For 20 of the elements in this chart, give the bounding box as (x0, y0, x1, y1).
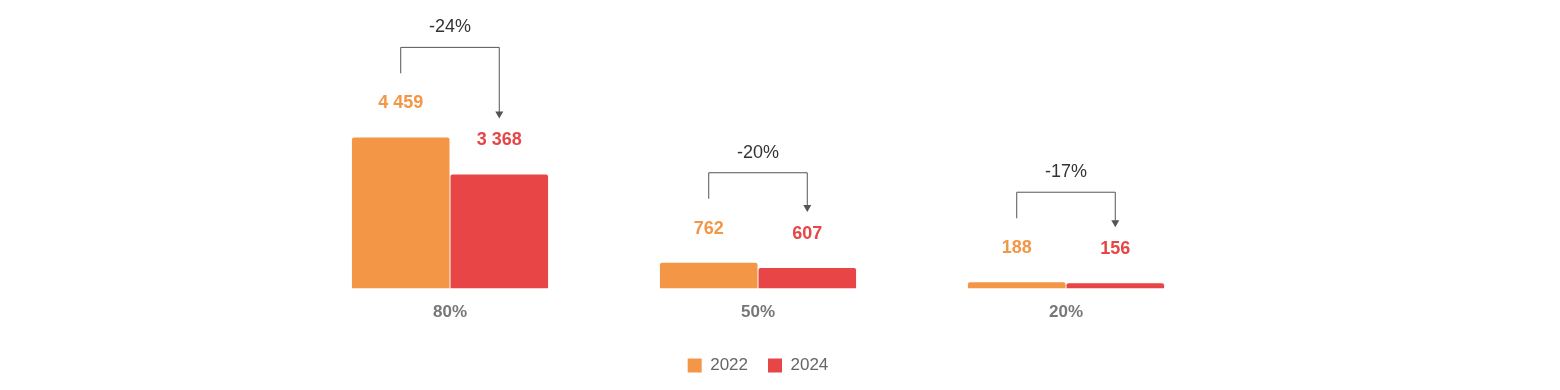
data-label: 607 (792, 222, 823, 243)
bar (967, 282, 1066, 289)
bar (450, 174, 549, 289)
data-label: 762 (693, 217, 724, 238)
x-tick-label: 20% (1048, 302, 1084, 322)
data-label: 3 368 (476, 129, 522, 150)
x-tick-label: 80% (432, 302, 468, 322)
bar (1066, 283, 1165, 289)
x-tick-label: 50% (740, 302, 776, 322)
data-label: 156 (1100, 238, 1131, 259)
bar (659, 262, 758, 289)
annotation: -20% (736, 141, 780, 162)
bar (351, 137, 450, 289)
annotation: -17% (1044, 161, 1088, 182)
text: -24% (428, 16, 472, 37)
data-label: 4 459 (378, 92, 424, 113)
legend-label: 2022 (710, 355, 749, 375)
data-label: 188 (1001, 237, 1032, 258)
bar (758, 268, 857, 289)
legend-label: 2024 (790, 355, 829, 375)
